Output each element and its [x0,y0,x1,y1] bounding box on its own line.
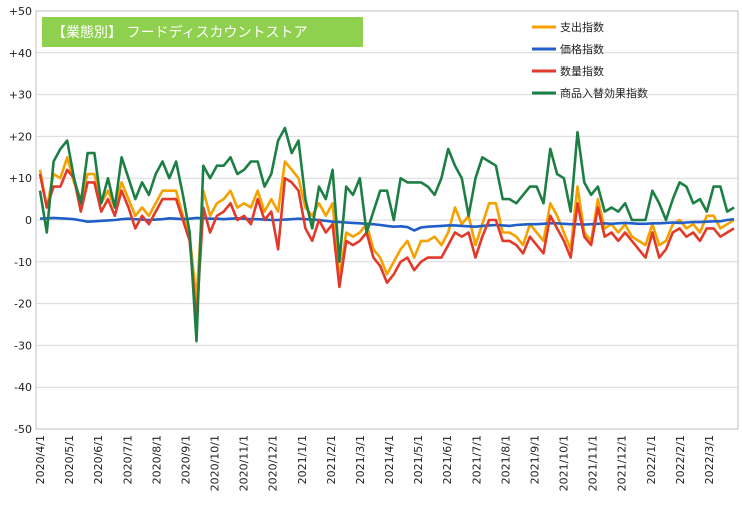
x-tick-label: 2020/8/1 [150,435,163,484]
y-tick-label: -10 [14,256,32,269]
x-tick-label: 2020/11/1 [238,435,251,491]
chart-title-box: 【業態別】 フードディスカウントストア [42,17,363,47]
legend-label: 数量指数 [560,64,604,78]
x-tick-label: 2021/9/1 [528,435,541,484]
x-tick-label: 2021/6/1 [441,435,454,484]
y-tick-label: +50 [9,5,32,18]
x-tick-label: 2021/8/1 [499,435,512,484]
y-tick-label: -50 [14,423,32,436]
y-tick-label: -40 [14,381,32,394]
series-line-1 [38,156,735,301]
grid-lines [36,52,738,388]
x-tick-label: 2021/1/1 [296,435,309,484]
x-tick-label: 2021/7/1 [470,435,483,484]
x-tick-label: 2021/5/1 [412,435,425,484]
y-tick-label: +40 [9,47,32,60]
x-tick-label: 2020/4/1 [34,435,47,484]
legend-label: 商品入替効果指数 [560,86,648,100]
x-tick-label: 2022/2/1 [674,435,687,484]
x-tick-label: 2020/5/1 [63,435,76,484]
x-tick-label: 2022/1/1 [645,435,658,484]
x-tick-label: 2021/10/1 [558,435,571,491]
y-tick-label: +20 [9,130,32,143]
series-line-2 [39,216,735,232]
x-axis: 2020/4/1 2020/5/1 2020/6/1 2020/7/1 2020/8/1… [34,435,716,491]
legend-label: 価格指数 [560,42,604,56]
x-tick-label: 2020/6/1 [92,435,105,484]
chart-title: 【業態別】 フードディスカウントストア [52,24,307,41]
x-tick-label: 2021/3/1 [354,435,367,484]
series-lines [38,126,735,343]
y-tick-label: 0 [25,214,32,227]
x-tick-label: 2022/3/1 [703,435,716,484]
y-tick-label: +10 [9,172,32,185]
series-line-3 [38,168,735,322]
x-tick-label: 2021/12/1 [616,435,629,491]
y-tick-label: -30 [14,339,32,352]
x-tick-label: 2020/7/1 [121,435,134,484]
legend-label: 支出指数 [560,20,604,34]
x-tick-label: 2020/10/1 [209,435,222,491]
x-tick-label: 2021/2/1 [325,435,338,484]
y-tick-label: -20 [14,298,32,311]
y-axis: +50 +40 +30 +20 +10 0 -10 -20 -30 -40 -50 [9,5,32,436]
series-line-4 [38,126,735,343]
x-tick-label: 2020/12/1 [267,435,280,491]
y-tick-label: +30 [9,89,32,102]
x-tick-label: 2021/4/1 [383,435,396,484]
x-tick-label: 2021/11/1 [587,435,600,491]
x-tick-label: 2020/9/1 [179,435,192,484]
